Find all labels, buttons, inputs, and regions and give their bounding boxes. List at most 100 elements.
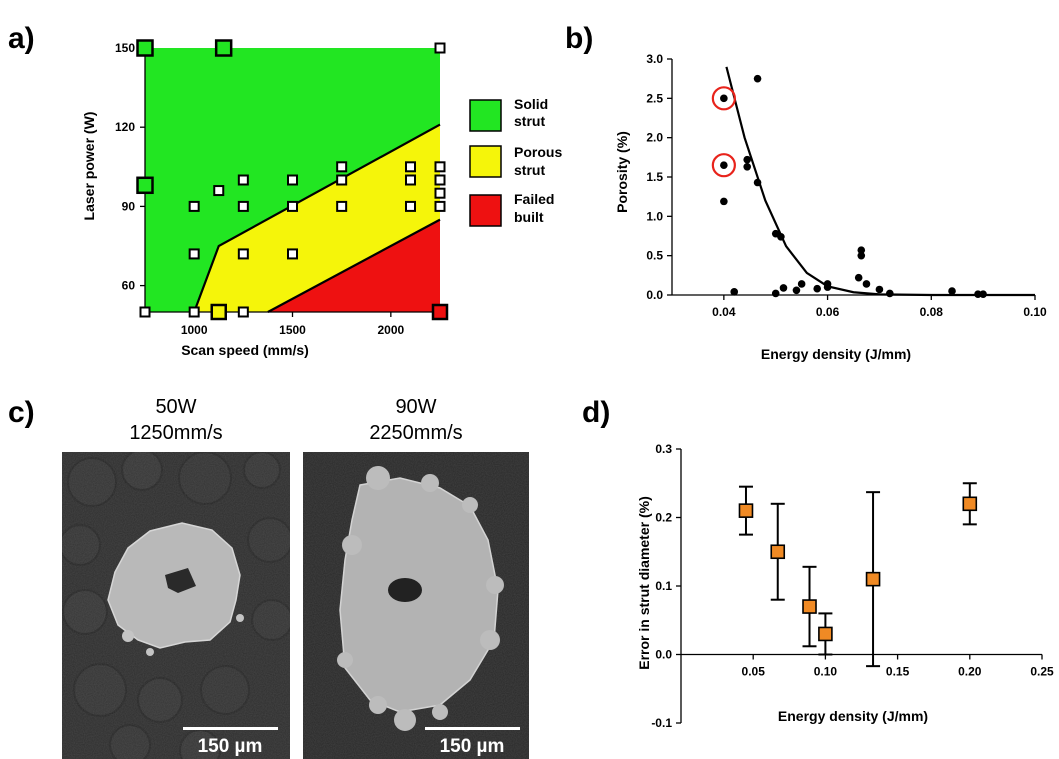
a-data-point bbox=[434, 161, 446, 173]
a-data-point bbox=[136, 39, 154, 57]
a-ticks: 1000 1500 2000 60 90 120 150 bbox=[115, 41, 405, 337]
b-data-point bbox=[730, 288, 739, 296]
a-data-point bbox=[188, 306, 200, 318]
a-data-point bbox=[213, 185, 225, 197]
b-y-tick-label: 0.5 bbox=[646, 249, 663, 263]
micrograph-right-power: 90W bbox=[395, 396, 436, 418]
b-data-point bbox=[979, 290, 987, 299]
a-x-tick-label: 1000 bbox=[181, 323, 208, 337]
a-data-point bbox=[287, 248, 298, 260]
b-data-point bbox=[743, 155, 751, 164]
a-y-tick-label: 90 bbox=[122, 199, 136, 213]
b-data-point bbox=[720, 197, 728, 206]
micrograph-left: 50W 1250mm/s 150 µm bbox=[62, 396, 290, 759]
porosity-fit-curve bbox=[725, 66, 1035, 297]
d-ticks: 0.05 0.10 0.15 0.20 0.25 -0.1 0.0 0.1 0.2 0.3 bbox=[651, 442, 1054, 730]
b-data-point bbox=[886, 289, 894, 298]
a-data-point bbox=[405, 200, 416, 212]
b-ticks: 0.04 0.06 0.08 0.10 0.0 0.5 1.0 1.5 2.0 2.5 3.0 bbox=[646, 52, 1047, 319]
a-x-tick-label: 2000 bbox=[377, 323, 404, 337]
strut-error-chart: 0.05 0.10 0.15 0.20 0.25 -0.1 0.0 0.1 0.2 0.3 Ene… bbox=[636, 442, 1054, 730]
b-x-tick-label: 0.06 bbox=[816, 305, 840, 319]
b-data-point bbox=[753, 178, 762, 187]
a-y-tick-label: 60 bbox=[122, 279, 136, 293]
d-y-tick-label: 0.2 bbox=[655, 511, 672, 525]
a-data-point bbox=[434, 187, 446, 199]
d-y-axis-label: Error in strut diameter (%) bbox=[636, 496, 652, 669]
d-x-tick-label: 0.05 bbox=[742, 665, 766, 679]
legend-swatch-solid bbox=[469, 99, 502, 132]
d-x-tick-label: 0.25 bbox=[1030, 665, 1054, 679]
b-data-point bbox=[823, 280, 832, 288]
scalebar-right-label: 150 µm bbox=[440, 736, 505, 757]
a-data-point bbox=[210, 303, 227, 321]
a-data-point bbox=[287, 174, 298, 186]
legend-label-failed-2: built bbox=[514, 209, 544, 225]
a-data-point bbox=[431, 303, 449, 321]
a-data-point bbox=[237, 248, 249, 260]
b-highlight-circle bbox=[711, 86, 736, 111]
a-data-point bbox=[188, 200, 200, 212]
a-data-point bbox=[405, 161, 416, 173]
d-points bbox=[738, 482, 978, 668]
panel-b-letter: b) bbox=[565, 22, 593, 55]
legend-label-porous-2: strut bbox=[514, 162, 545, 178]
panel-c-letter: c) bbox=[8, 396, 35, 429]
a-data-point bbox=[237, 200, 249, 212]
d-data-point bbox=[962, 496, 978, 512]
micrograph-left-speed: 1250mm/s bbox=[129, 422, 222, 444]
b-data-point bbox=[875, 285, 884, 294]
b-data-point bbox=[777, 232, 785, 241]
a-y-tick-label: 150 bbox=[115, 41, 135, 55]
b-data-point bbox=[720, 94, 728, 103]
legend-label-porous: Porous bbox=[514, 144, 562, 160]
a-data-point bbox=[237, 306, 249, 318]
a-data-point bbox=[434, 174, 446, 186]
a-legend: Solid strut Porous strut Failed built bbox=[469, 96, 562, 227]
b-data-point bbox=[813, 284, 821, 293]
d-data-point bbox=[738, 503, 754, 518]
b-y-tick-label: 3.0 bbox=[646, 52, 663, 66]
legend-swatch-porous bbox=[469, 145, 502, 178]
panel-a-letter: a) bbox=[8, 22, 35, 55]
legend-swatch-failed bbox=[469, 194, 502, 227]
a-data-point bbox=[214, 39, 233, 57]
d-y-tick-label: 0.1 bbox=[655, 579, 672, 593]
d-data-point bbox=[865, 571, 881, 587]
a-data-point bbox=[139, 306, 151, 318]
b-data-point bbox=[720, 161, 728, 169]
b-data-point bbox=[792, 286, 801, 295]
micrograph-right-speed: 2250mm/s bbox=[369, 422, 462, 444]
legend-label-solid-2: strut bbox=[514, 113, 545, 129]
d-y-tick-label: 0.0 bbox=[655, 648, 672, 662]
scalebar-left-label: 150 µm bbox=[198, 736, 263, 757]
b-y-tick-label: 2.5 bbox=[646, 91, 663, 105]
d-x-axis-label: Energy density (J/mm) bbox=[778, 708, 928, 724]
b-y-tick-label: 1.5 bbox=[646, 170, 663, 184]
a-points bbox=[136, 39, 449, 321]
micrograph-right: 90W 2250mm/s 150 µm bbox=[303, 396, 529, 759]
process-map-chart: 1000 1500 2000 60 90 120 150 Scan speed (mm/s)… bbox=[81, 39, 562, 358]
a-y-tick-label: 120 bbox=[115, 120, 135, 134]
b-data-point bbox=[743, 162, 751, 171]
a-y-axis-label: Laser power (W) bbox=[81, 112, 97, 221]
a-data-point bbox=[336, 161, 348, 173]
legend-label-failed: Failed bbox=[514, 191, 554, 207]
b-data-point bbox=[779, 284, 788, 292]
a-data-point bbox=[336, 200, 348, 212]
b-y-tick-label: 1.0 bbox=[646, 209, 663, 223]
porous-failed-boundary bbox=[267, 218, 441, 313]
b-data-point bbox=[857, 251, 866, 260]
a-x-axis-label: Scan speed (mm/s) bbox=[181, 342, 309, 358]
d-data-point bbox=[802, 599, 817, 614]
b-highlight-circle bbox=[711, 153, 736, 178]
porosity-chart: 0.04 0.06 0.08 0.10 0.0 0.5 1.0 1.5 2.0 2.5 3.0 En… bbox=[614, 52, 1047, 362]
b-x-axis-label: Energy density (J/mm) bbox=[761, 346, 911, 362]
d-data-point bbox=[770, 544, 786, 560]
b-data-point bbox=[857, 246, 866, 254]
d-x-tick-label: 0.15 bbox=[886, 665, 910, 679]
b-data-point bbox=[797, 280, 806, 288]
b-x-tick-label: 0.08 bbox=[920, 305, 944, 319]
b-data-point bbox=[948, 287, 956, 295]
